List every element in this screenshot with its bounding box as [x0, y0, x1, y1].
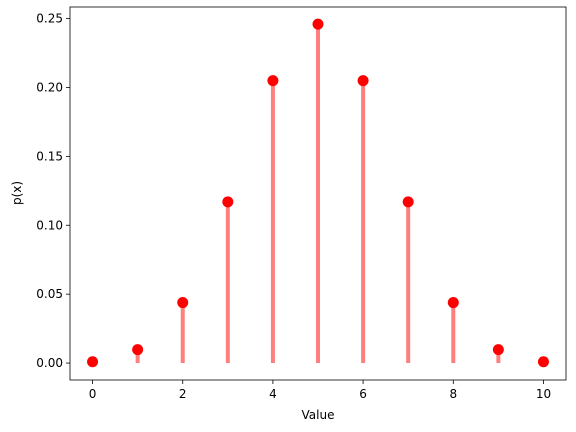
y-tick-label: 0.05: [36, 287, 63, 301]
marker: [132, 344, 144, 356]
marker: [177, 297, 189, 309]
marker: [402, 196, 414, 208]
marker: [87, 356, 99, 368]
y-tick-label: 0.15: [36, 149, 63, 163]
y-tick-label: 0.25: [36, 12, 63, 26]
marker: [357, 75, 369, 87]
y-tick-label: 0.00: [36, 356, 63, 370]
x-tick-label: 0: [89, 387, 97, 401]
y-tick-label: 0.20: [36, 80, 63, 94]
y-axis-label: p(x): [10, 181, 24, 205]
x-tick-label: 8: [449, 387, 457, 401]
x-tick-label: 4: [269, 387, 277, 401]
x-axis-label: Value: [302, 408, 335, 422]
marker: [312, 18, 324, 30]
x-tick-label: 10: [536, 387, 551, 401]
marker: [222, 196, 234, 208]
y-tick-label: 0.10: [36, 218, 63, 232]
axes-frame: [69, 6, 567, 381]
x-tick-label: 6: [359, 387, 367, 401]
marker: [537, 356, 549, 368]
marker: [267, 75, 279, 87]
marker: [447, 297, 459, 309]
marker: [492, 344, 504, 356]
x-tick-label: 2: [179, 387, 187, 401]
